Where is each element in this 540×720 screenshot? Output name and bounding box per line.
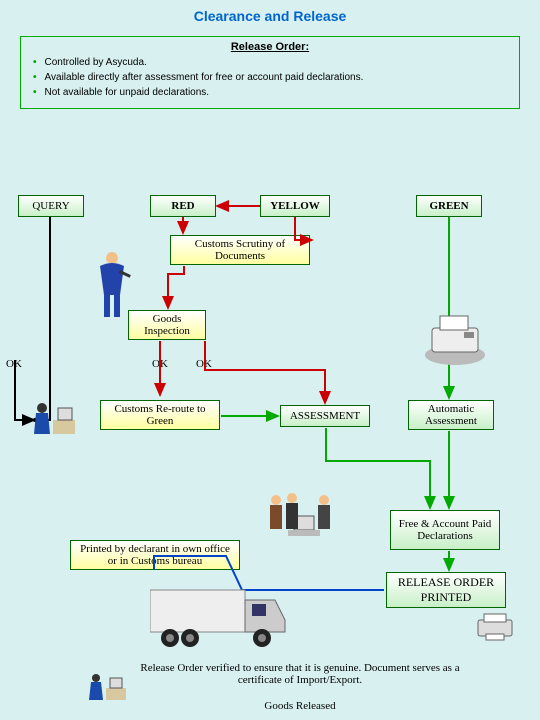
release-order-list: Controlled by Asycuda. Available directl…	[29, 57, 511, 98]
ok-label: OK	[196, 358, 212, 370]
release-order-box: Release Order: Controlled by Asycuda. Av…	[20, 36, 520, 109]
node-green: GREEN	[416, 195, 482, 217]
release-order-item: Not available for unpaid declarations.	[33, 87, 511, 98]
node-red: RED	[150, 195, 216, 217]
printer-icon	[420, 310, 490, 370]
node-freepaid: Free & Account Paid Declarations	[390, 510, 500, 550]
people-computer-icon	[260, 490, 340, 550]
release-order-item: Controlled by Asycuda.	[33, 57, 511, 68]
node-reroute: Customs Re-route to Green	[100, 400, 220, 430]
inspector-icon	[90, 250, 134, 320]
node-yellow: YELLOW	[260, 195, 330, 217]
ok-label: OK	[6, 358, 22, 370]
small-printer-icon	[474, 612, 516, 642]
release-order-item: Available directly after assessment for …	[33, 72, 511, 83]
page-title: Clearance and Release	[0, 0, 540, 24]
ok-label: OK	[152, 358, 168, 370]
node-scrutiny: Customs Scrutiny of Documents	[170, 235, 310, 265]
person-desk-icon	[28, 398, 88, 444]
footer-released-text: Goods Released	[140, 700, 460, 712]
node-auto: Automatic Assessment	[408, 400, 494, 430]
truck-icon	[150, 580, 290, 650]
node-query: QUERY	[18, 195, 84, 217]
node-relprint: RELEASE ORDER PRINTED	[386, 572, 506, 608]
node-goods: Goods Inspection	[128, 310, 206, 340]
release-order-heading: Release Order:	[29, 41, 511, 53]
footer-verify-text: Release Order verified to ensure that it…	[140, 662, 460, 686]
person-desk-small-icon	[86, 670, 136, 710]
node-assess: ASSESSMENT	[280, 405, 370, 427]
node-printed: Printed by declarant in own office or in…	[70, 540, 240, 570]
